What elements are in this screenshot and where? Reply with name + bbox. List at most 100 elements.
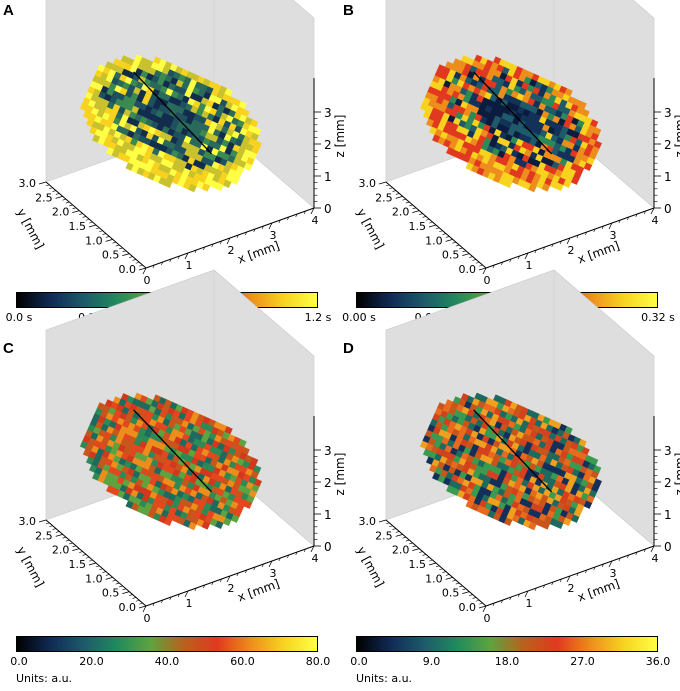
voxel	[562, 504, 571, 513]
voxel	[544, 177, 553, 187]
voxel	[161, 404, 171, 414]
voxel	[236, 457, 245, 467]
voxel	[496, 77, 506, 87]
voxel	[466, 454, 475, 464]
x-minor-tick	[161, 599, 164, 604]
voxel	[135, 432, 145, 442]
voxel	[532, 438, 542, 447]
voxel	[482, 448, 491, 458]
voxel	[464, 89, 474, 99]
voxel	[139, 395, 149, 404]
voxel	[573, 509, 582, 518]
y-minor-tick	[462, 588, 467, 591]
voxel	[490, 61, 500, 71]
voxel	[197, 427, 206, 436]
y-tick-label: 2.0	[392, 206, 410, 219]
voxel	[118, 119, 127, 129]
voxel	[113, 468, 122, 478]
voxel	[532, 100, 542, 109]
z-tick-label: 2	[664, 476, 672, 490]
voxel	[93, 115, 103, 124]
voxel	[149, 166, 159, 176]
y-minor-tick	[95, 565, 100, 568]
voxel	[556, 501, 566, 511]
voxel	[455, 404, 465, 413]
voxel	[121, 419, 131, 429]
voxel	[477, 121, 486, 131]
voxel	[219, 509, 229, 519]
voxel	[517, 74, 527, 83]
voxel	[175, 138, 184, 148]
voxel	[192, 438, 202, 447]
voxel	[232, 157, 242, 167]
voxel	[131, 164, 140, 174]
voxel	[113, 482, 123, 491]
voxel	[479, 116, 489, 125]
voxel	[89, 80, 99, 90]
voxel	[176, 106, 186, 115]
voxel	[137, 459, 146, 469]
voxel	[583, 149, 592, 158]
voxel	[504, 471, 514, 481]
y-minor-tick	[392, 190, 397, 192]
voxel	[101, 450, 111, 459]
voxel	[565, 114, 574, 124]
voxel	[491, 485, 501, 495]
voxel	[593, 140, 602, 150]
section-line	[473, 71, 553, 155]
voxel	[482, 402, 492, 412]
voxel	[531, 411, 540, 420]
voxel	[115, 449, 124, 459]
voxel	[115, 66, 125, 75]
voxel	[535, 94, 544, 104]
voxel	[503, 179, 513, 188]
voxel	[221, 431, 231, 441]
voxel	[145, 118, 154, 128]
voxel	[512, 468, 521, 478]
voxel	[585, 481, 595, 491]
voxel	[484, 443, 493, 452]
x-minor-tick	[627, 216, 630, 221]
voxel	[218, 131, 227, 140]
voxel	[480, 467, 489, 476]
voxel	[217, 117, 227, 127]
voxel	[545, 86, 554, 95]
voxel	[446, 485, 455, 494]
voxel	[427, 437, 437, 447]
voxel	[210, 472, 219, 481]
voxel	[190, 443, 199, 453]
y-minor-tick	[409, 204, 413, 207]
voxel	[232, 495, 242, 505]
voxel	[154, 421, 163, 430]
voxel	[506, 128, 516, 137]
y-tick-label: 1.0	[425, 234, 443, 247]
voxel	[433, 102, 442, 111]
voxel	[522, 460, 532, 469]
colorbar	[356, 636, 658, 652]
voxel	[567, 168, 577, 178]
voxel	[550, 472, 559, 481]
voxel	[233, 449, 242, 459]
voxel	[444, 120, 454, 129]
voxel	[485, 456, 494, 466]
voxel	[514, 170, 523, 180]
voxel	[151, 413, 160, 422]
voxel	[467, 84, 476, 93]
voxel	[549, 459, 559, 468]
voxel	[526, 84, 535, 93]
voxel	[235, 165, 245, 174]
y-minor-tick	[422, 554, 427, 556]
voxel	[496, 136, 506, 146]
voxel	[486, 145, 495, 154]
voxel	[154, 96, 164, 106]
voxel	[253, 478, 262, 488]
voxel	[474, 127, 484, 136]
voxel	[163, 120, 173, 129]
voxel	[452, 396, 462, 405]
z-tick-label: 3	[324, 106, 332, 120]
voxel	[533, 465, 543, 474]
voxel	[441, 99, 450, 108]
voxel	[419, 440, 429, 450]
voxel	[94, 69, 103, 79]
voxel	[168, 493, 177, 502]
